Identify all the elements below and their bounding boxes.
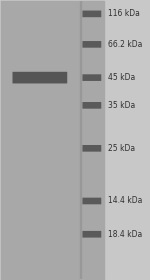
- Text: 66.2 kDa: 66.2 kDa: [108, 40, 142, 49]
- FancyBboxPatch shape: [82, 145, 101, 152]
- FancyBboxPatch shape: [82, 231, 101, 238]
- FancyBboxPatch shape: [82, 11, 101, 17]
- FancyBboxPatch shape: [82, 102, 101, 109]
- Bar: [1, 1, 104, 279]
- Text: 45 kDa: 45 kDa: [108, 73, 135, 82]
- FancyBboxPatch shape: [82, 74, 101, 81]
- Text: 35 kDa: 35 kDa: [108, 101, 135, 110]
- FancyBboxPatch shape: [12, 72, 67, 83]
- FancyBboxPatch shape: [82, 41, 101, 48]
- Text: 25 kDa: 25 kDa: [108, 144, 135, 153]
- Text: 116 kDa: 116 kDa: [108, 9, 139, 18]
- Text: 14.4 kDa: 14.4 kDa: [108, 197, 142, 206]
- FancyArrow shape: [80, 1, 81, 279]
- Text: 18.4 kDa: 18.4 kDa: [108, 230, 142, 239]
- FancyBboxPatch shape: [82, 198, 101, 204]
